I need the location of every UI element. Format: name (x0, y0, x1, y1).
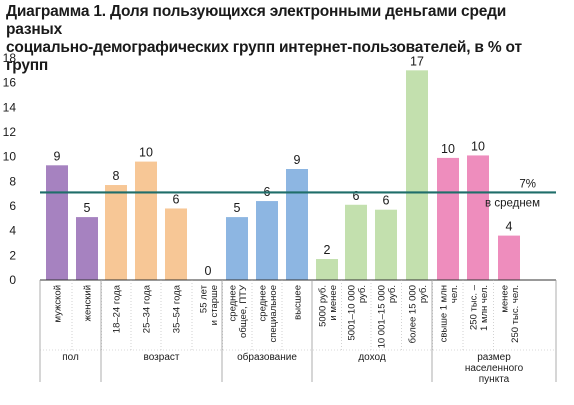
average-line-label: в среднем (485, 197, 540, 209)
bar (375, 209, 397, 280)
bar-value-label: 8 (113, 169, 120, 183)
y-tick-label: 6 (9, 199, 16, 213)
y-tick-label: 12 (3, 125, 17, 139)
group-label: пункта (479, 374, 510, 385)
bar-value-label: 2 (324, 243, 331, 257)
category-label: 250 тыс. чел. (510, 285, 521, 343)
category-label: женский (83, 285, 94, 321)
bar-value-label: 9 (54, 149, 61, 163)
category-label: менее (499, 285, 510, 313)
category-label: свыше 1 млн (438, 285, 449, 342)
chart-title: Диаграмма 1. Доля пользующихся электронн… (6, 3, 566, 75)
bar-value-label: 10 (471, 139, 485, 153)
category-label: высшее (293, 285, 304, 320)
bar (345, 204, 367, 280)
bar (165, 208, 187, 280)
bar (437, 157, 459, 280)
y-tick-label: 8 (9, 174, 16, 188)
y-tick-label: 2 (9, 248, 16, 262)
bar-value-label: 6 (173, 192, 180, 206)
category-label: и старше (209, 285, 220, 325)
category-label: руб. (357, 285, 368, 303)
chart-title-line-1: Диаграмма 1. Доля пользующихся электронн… (6, 3, 507, 38)
bar (226, 217, 248, 280)
category-label: 25–34 года (142, 284, 153, 333)
bar (135, 161, 157, 280)
category-label: 5000 руб. (317, 285, 328, 327)
category-label: 18–24 года (112, 284, 123, 333)
group-label: размер (477, 352, 511, 363)
group-label: доход (358, 352, 386, 363)
group-label: возраст (144, 352, 180, 363)
category-label: 35–54 года (172, 284, 183, 333)
bar (46, 165, 68, 280)
category-label: 250 тыс. – (468, 284, 479, 330)
category-label: руб. (387, 285, 398, 303)
category-label: среднее (257, 285, 268, 321)
y-tick-label: 4 (9, 224, 16, 238)
bar-value-label: 4 (506, 220, 513, 234)
bar-value-label: 5 (234, 201, 241, 215)
bar (286, 169, 308, 280)
category-label: руб. (418, 285, 429, 303)
bar-value-label: 10 (139, 146, 153, 160)
y-tick-label: 0 (9, 273, 16, 287)
category-label: и менее (328, 285, 339, 321)
bar-value-label: 9 (294, 153, 301, 167)
group-label: пол (62, 352, 79, 363)
bar-value-label: 5 (84, 201, 91, 215)
category-label: общее, ПТУ (238, 284, 249, 338)
category-label: 55 лет (198, 284, 209, 313)
y-tick-label: 14 (3, 100, 17, 114)
bar (256, 201, 278, 280)
bar-value-label: 0 (205, 264, 212, 278)
group-label: образование (237, 351, 297, 363)
bar-value-label: 6 (383, 194, 390, 208)
y-tick-label: 10 (3, 150, 17, 164)
bar (105, 185, 127, 280)
category-label: более 15 000 (407, 285, 418, 343)
group-label: населенного (465, 363, 524, 374)
bar-value-label: 17 (410, 54, 424, 68)
category-label: среднее (227, 285, 238, 321)
category-label: специальное (268, 285, 279, 343)
bar (316, 259, 338, 280)
bar-value-label: 10 (441, 142, 455, 156)
average-line-value: 7% (519, 178, 536, 190)
category-label: чел. (449, 285, 460, 303)
category-label: 10 001–15 000 (376, 285, 387, 348)
bar (498, 235, 520, 280)
bar (76, 217, 98, 280)
chart-title-line-2: социально-демографических групп интернет… (6, 39, 522, 74)
y-tick-label: 18 (3, 51, 17, 65)
bar (406, 70, 428, 280)
category-label: 1 млн чел. (479, 285, 490, 331)
category-label: 5001–10 000 (346, 285, 357, 340)
y-tick-label: 16 (3, 76, 17, 90)
bar (467, 155, 489, 280)
category-label: мужской (53, 285, 64, 322)
bar-value-label: 6 (353, 189, 360, 203)
